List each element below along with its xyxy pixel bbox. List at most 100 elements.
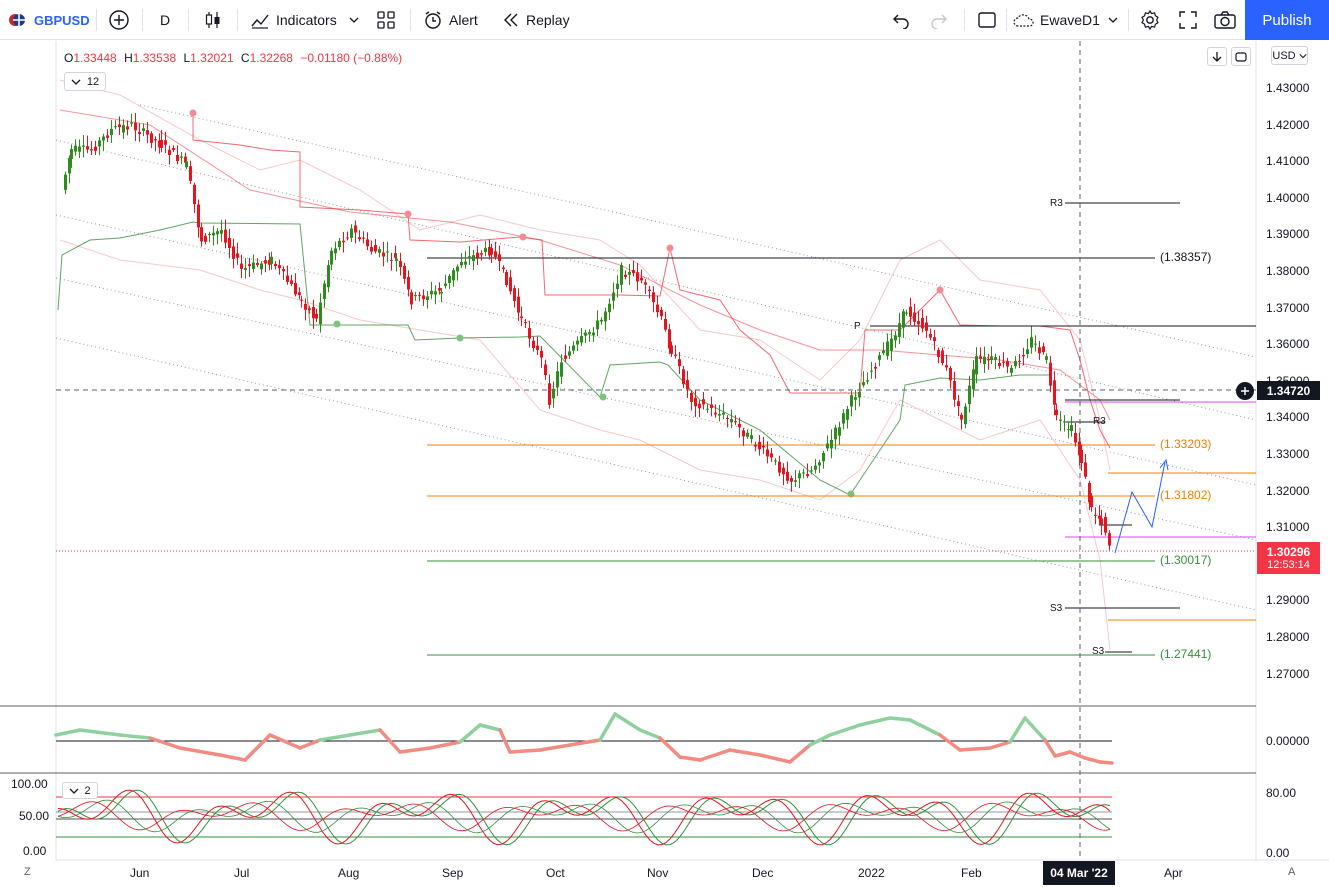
osc1-segment — [428, 740, 462, 750]
candle-body — [905, 312, 908, 314]
price-tick: 1.43000 — [1266, 81, 1310, 95]
candle-body — [438, 288, 441, 291]
candle-body — [998, 362, 1001, 367]
candle-body — [1078, 441, 1081, 456]
candle-body — [858, 391, 861, 398]
replay-button[interactable]: Replay — [502, 0, 570, 40]
cloud-icon — [1012, 11, 1036, 29]
compare-button[interactable] — [108, 0, 130, 40]
price-tick: 1.41000 — [1266, 154, 1310, 169]
publish-button[interactable]: Publish — [1245, 0, 1329, 40]
osc1-segment — [243, 733, 272, 762]
candle-body — [968, 385, 971, 405]
candle-body — [842, 413, 845, 424]
timezone-button[interactable]: Z — [24, 866, 31, 878]
move-pane-down-button[interactable] — [1207, 47, 1227, 66]
fullscreen-layout-button[interactable] — [977, 0, 997, 40]
candle-body — [440, 291, 443, 294]
maximize-icon — [1235, 51, 1247, 63]
candle-body — [268, 260, 271, 265]
camera-icon — [1213, 10, 1237, 30]
candle-body — [826, 443, 829, 449]
candle-body — [94, 146, 97, 151]
osc1-segment — [613, 712, 642, 732]
undo-button[interactable] — [892, 0, 910, 40]
candle-body — [758, 441, 761, 450]
candle-body — [790, 478, 793, 482]
candle-body — [70, 149, 73, 159]
osc1-segment — [478, 723, 502, 732]
settings-button[interactable] — [1139, 0, 1161, 40]
candle-body — [818, 462, 821, 466]
candle-body — [1104, 516, 1107, 533]
candle-body — [484, 247, 487, 253]
redo-button[interactable] — [930, 0, 948, 40]
osc1-segment — [218, 753, 247, 762]
candle-body — [208, 234, 211, 236]
layout-menu[interactable]: EwaveD1 — [1012, 0, 1118, 40]
high-value: 1.33538 — [132, 51, 177, 65]
candle-body — [1074, 432, 1077, 443]
candle-body — [794, 480, 797, 482]
price-tick: 1.28000 — [1266, 630, 1310, 644]
candle-body — [540, 350, 543, 358]
candle-body — [354, 225, 357, 233]
expand-icon — [1178, 10, 1198, 30]
time-tick: Jun — [130, 866, 150, 880]
candle-body — [160, 139, 163, 148]
candle-body — [886, 341, 889, 356]
candle-body — [350, 228, 353, 238]
alert-button[interactable]: Alert — [423, 0, 478, 40]
candle-body — [604, 311, 607, 322]
indicators-collapse-button[interactable]: 12 — [64, 72, 106, 91]
candle-body — [710, 404, 713, 408]
osc1-segment — [938, 733, 962, 752]
templates-button[interactable] — [376, 0, 396, 40]
candle-body — [644, 282, 647, 285]
candle-body — [452, 270, 455, 281]
candle-body — [814, 465, 817, 470]
candle-body — [694, 397, 697, 407]
candle-body — [874, 366, 877, 369]
candle-body — [323, 283, 326, 300]
candle-body — [126, 126, 129, 130]
candle-body — [168, 149, 171, 156]
add-alert-icon[interactable] — [1236, 382, 1254, 400]
candle-body — [200, 227, 203, 242]
chart-type-button[interactable] — [203, 0, 223, 40]
maximize-pane-button[interactable] — [1231, 47, 1251, 66]
symbol-search[interactable]: GBPUSD — [8, 0, 90, 40]
grid-icon — [376, 10, 396, 30]
candle-body — [734, 421, 737, 423]
osc1-segment — [1053, 750, 1072, 758]
candle-body — [902, 311, 905, 328]
candle-body — [498, 254, 501, 262]
candle-body — [82, 145, 85, 147]
candle-body — [426, 296, 429, 300]
candle-body — [929, 333, 932, 338]
snapshot-button[interactable] — [1213, 0, 1237, 40]
candle-body — [216, 231, 219, 235]
candle-body — [270, 256, 273, 264]
auto-scale-button[interactable]: A — [1288, 866, 1296, 878]
osc2-collapse-button[interactable]: 2 — [62, 782, 98, 799]
candle-body — [1088, 482, 1091, 503]
indicators-button[interactable]: Indicators — [250, 0, 359, 40]
time-tick: Jul — [234, 866, 250, 880]
price-tick: 1.33000 — [1266, 447, 1310, 461]
candle-body — [370, 246, 373, 252]
candle-body — [395, 258, 398, 261]
candle-body — [472, 255, 475, 262]
candle-body — [403, 265, 406, 279]
currency-selector[interactable]: USD — [1271, 46, 1308, 65]
crosshair-price-value: 1.34720 — [1266, 383, 1311, 398]
candle-body — [1026, 349, 1029, 355]
candle-body — [282, 268, 285, 272]
candles-icon — [203, 10, 223, 30]
candle-body — [850, 395, 853, 407]
osc1-segment — [988, 740, 1012, 750]
interval-button[interactable]: D — [160, 0, 170, 40]
time-tick: Dec — [752, 866, 774, 880]
fullscreen-button[interactable] — [1178, 0, 1198, 40]
